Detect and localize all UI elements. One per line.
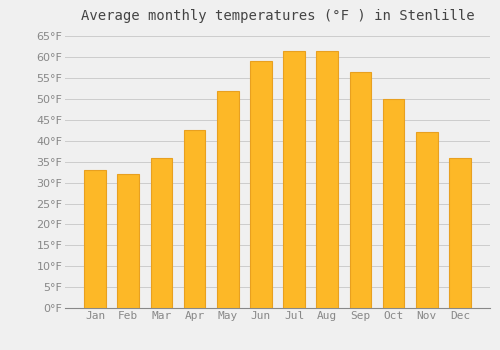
Bar: [284, 51, 305, 308]
Bar: [416, 133, 438, 308]
Bar: [84, 170, 106, 308]
Bar: [150, 158, 172, 308]
Bar: [184, 131, 206, 308]
Bar: [118, 174, 139, 308]
Title: Average monthly temperatures (°F ) in Stenlille: Average monthly temperatures (°F ) in St…: [80, 9, 474, 23]
Bar: [250, 62, 272, 308]
Bar: [316, 51, 338, 308]
Bar: [217, 91, 238, 308]
Bar: [383, 99, 404, 308]
Bar: [350, 72, 371, 308]
Bar: [449, 158, 470, 308]
